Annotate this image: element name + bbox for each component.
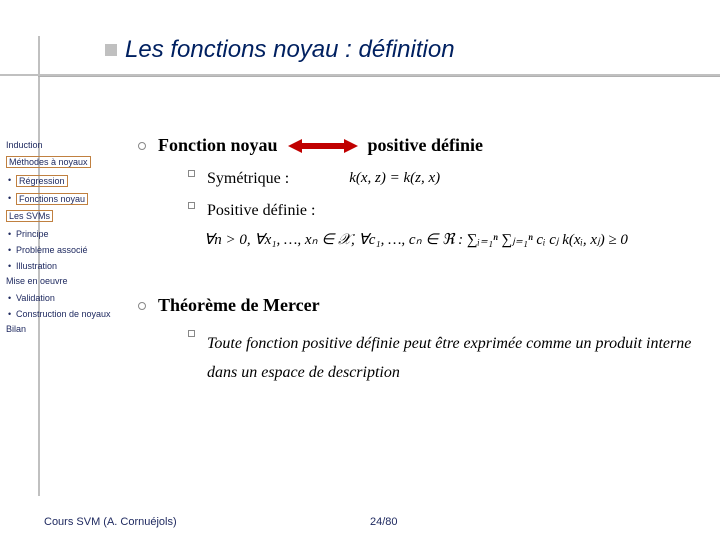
title-square-icon	[105, 44, 117, 56]
sidebar-subitem: Problème associé	[14, 244, 116, 256]
sidebar-subitem: Validation	[14, 292, 116, 304]
sidebar-item: Mise en oeuvre	[6, 276, 116, 286]
heading-left: Fonction noyau	[158, 135, 278, 156]
heading-right: positive définie	[368, 135, 484, 156]
sidebar-item: Induction	[6, 140, 116, 150]
formula-symmetric: k(x, z) = k(z, x)	[349, 170, 440, 187]
sidebar-subitem: Fonctions noyau	[14, 192, 116, 206]
sidebar-item: Les SVMs	[6, 210, 53, 222]
main-content: Fonction noyau positive définie Symétriq…	[138, 135, 698, 398]
footer-course: Cours SVM (A. Cornuéjols)	[44, 516, 177, 528]
slide-title: Les fonctions noyau : définition	[125, 36, 455, 64]
square-bullet-icon	[188, 202, 195, 209]
circle-bullet-icon	[138, 142, 146, 150]
double-arrow-icon	[288, 137, 358, 155]
heading-row: Fonction noyau positive définie	[138, 135, 698, 156]
title-underline-thin	[38, 76, 720, 77]
property-row: Positive définie :	[188, 202, 698, 220]
mercer-statement: Toute fonction positive définie peut êtr…	[207, 330, 698, 388]
sidebar-outline: Induction Méthodes à noyaux Régression F…	[6, 140, 116, 340]
sidebar-item: Méthodes à noyaux	[6, 156, 91, 168]
sidebar-item: Bilan	[6, 324, 116, 334]
sidebar-subitem: Régression	[14, 174, 116, 188]
property-label: Symétrique :	[207, 170, 289, 188]
property-label: Positive définie :	[207, 202, 315, 220]
mercer-row: Toute fonction positive définie peut êtr…	[188, 330, 698, 388]
square-bullet-icon	[188, 330, 195, 337]
circle-bullet-icon	[138, 302, 146, 310]
title-bar: Les fonctions noyau : définition	[0, 36, 720, 64]
sidebar-subitem: Principe	[14, 228, 116, 240]
heading-row: Théorème de Mercer	[138, 295, 698, 316]
formula-positive-definite: ∀n > 0, ∀x₁, …, xₙ ∈ 𝒳, ∀c₁, …, cₙ ∈ ℜ :…	[204, 230, 698, 249]
square-bullet-icon	[188, 170, 195, 177]
sidebar-subitem: Illustration	[14, 260, 116, 272]
sidebar-subitem: Construction de noyaux	[14, 308, 116, 320]
property-row: Symétrique : k(x, z) = k(z, x)	[188, 170, 698, 188]
footer-page-number: 24/80	[370, 516, 398, 528]
heading-mercer: Théorème de Mercer	[158, 295, 320, 316]
